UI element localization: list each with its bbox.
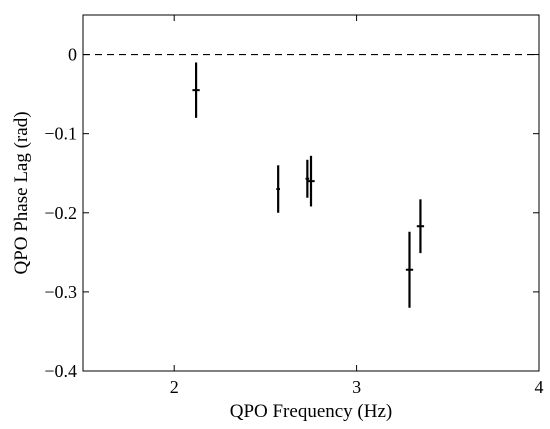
x-tick-label: 4 (535, 377, 544, 397)
x-axis-title: QPO Frequency (Hz) (230, 401, 393, 422)
y-axis-title: QPO Phase Lag (rad) (11, 111, 32, 274)
x-tick-label: 2 (170, 377, 179, 397)
y-tick-label: −0.2 (44, 203, 77, 223)
y-tick-label: −0.3 (44, 282, 77, 302)
y-tick-label: −0.4 (44, 361, 77, 381)
x-tick-label: 3 (352, 377, 361, 397)
y-tick-label: 0 (68, 45, 77, 65)
y-tick-label: −0.1 (44, 124, 77, 144)
chart-marks: 2 3 4 0 −0.1 −0.2 −0.3 −0.4 (44, 15, 544, 397)
